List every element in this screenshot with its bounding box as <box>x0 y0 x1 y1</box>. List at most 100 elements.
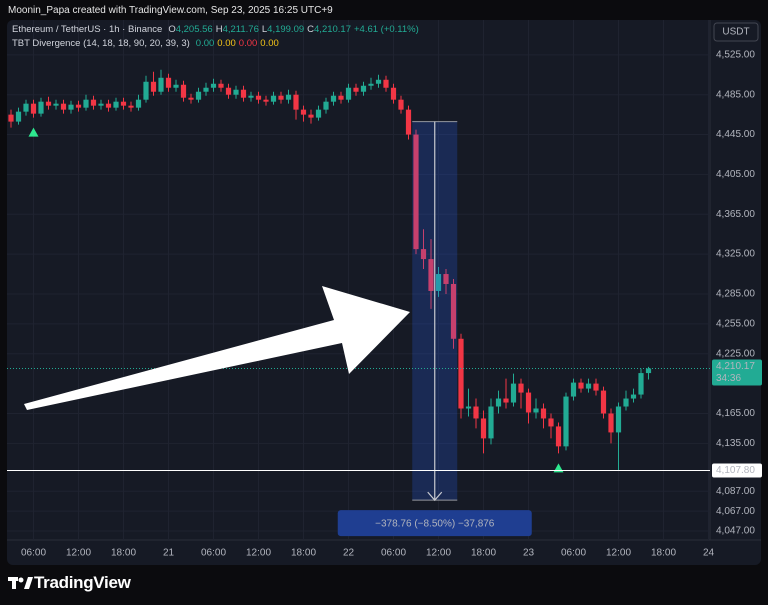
candle-body <box>548 418 554 427</box>
legend-value: 4,210.17 <box>314 24 351 35</box>
candle-body <box>563 396 569 447</box>
x-tick-label: 12:00 <box>66 548 91 559</box>
candle-body <box>315 109 322 118</box>
indicator-value: 0.00 <box>217 38 236 49</box>
legend-indicator: TBT Divergence (14, 18, 18, 90, 20, 39, … <box>12 38 282 49</box>
candle-body <box>570 382 577 397</box>
candle-body <box>480 418 487 439</box>
y-tick-label: 4,135.00 <box>716 438 755 449</box>
y-tick-label: 4,365.00 <box>716 209 755 220</box>
annotation-arrow <box>24 286 410 410</box>
candle-body <box>525 392 532 413</box>
candle-body <box>105 103 112 108</box>
candle-body <box>420 249 427 260</box>
candle-body <box>585 383 592 389</box>
candle-body <box>368 83 374 86</box>
measure-label: −378.76 (−8.50%) −37,876 <box>375 518 495 529</box>
candle-body <box>503 398 509 403</box>
candle-body <box>390 87 397 100</box>
candle-body <box>630 394 637 399</box>
candle-body <box>225 87 232 95</box>
candle-body <box>465 406 472 409</box>
candle-body <box>300 109 307 115</box>
y-tick-label: 4,067.00 <box>716 506 755 517</box>
candle-body <box>135 99 142 108</box>
signal-triangle <box>28 127 39 137</box>
candle-body <box>270 95 277 102</box>
low-line-label: 4,107.80 <box>716 465 755 476</box>
legend-key: H <box>215 24 223 35</box>
candle-body <box>413 134 419 250</box>
candle-body <box>458 338 464 409</box>
candle-body <box>495 398 502 407</box>
candle-body <box>338 95 344 100</box>
candle-body <box>158 77 164 92</box>
candle-body <box>233 89 239 95</box>
legend-change: +4.61 (+0.11%) <box>354 24 419 35</box>
candle-body <box>68 104 74 110</box>
legend-value: 4,211.76 <box>222 24 259 35</box>
indicator-value: 0.00 <box>260 38 279 49</box>
candle-body <box>428 259 434 291</box>
candle-body <box>240 89 247 98</box>
candle-body <box>75 104 82 108</box>
candle-body <box>615 406 622 433</box>
candle-body <box>53 103 59 106</box>
candle-body <box>113 101 119 108</box>
candle-body <box>518 383 524 393</box>
candle-body <box>308 114 314 118</box>
x-tick-label: 24 <box>703 548 715 559</box>
candle-body <box>360 85 367 92</box>
low-line-label-box <box>712 463 762 478</box>
candle-body <box>398 99 404 110</box>
candle-body <box>278 95 284 100</box>
candle-body <box>330 95 337 102</box>
x-tick-label: 18:00 <box>651 548 676 559</box>
candle-body <box>143 81 149 100</box>
candle-body <box>203 87 209 92</box>
x-tick-label: 23 <box>523 548 535 559</box>
y-tick-label: 4,255.00 <box>716 318 755 329</box>
candle-body <box>510 383 517 403</box>
tv-logo-icon <box>8 577 33 589</box>
chart-panel <box>7 20 761 565</box>
x-tick-label: 21 <box>163 548 175 559</box>
candle-body <box>383 79 389 88</box>
y-tick-label: 4,405.00 <box>716 169 755 180</box>
candle-body <box>255 95 262 100</box>
candle-body <box>98 103 104 106</box>
candle-body <box>450 283 457 339</box>
candle-body <box>600 390 607 414</box>
measure-arrow-head <box>427 491 443 502</box>
x-tick-label: 18:00 <box>291 548 316 559</box>
candle-body <box>540 408 547 419</box>
y-tick-label: 4,225.00 <box>716 348 755 359</box>
last-price-label: 4,210.17 <box>716 361 755 372</box>
legend-key: O <box>168 24 176 35</box>
candle-body <box>173 84 179 88</box>
candle-body <box>188 97 194 100</box>
legend-key: C <box>307 24 315 35</box>
candle-body <box>645 368 652 374</box>
candle-body <box>45 101 52 106</box>
candle-body <box>443 274 449 284</box>
candle-body <box>435 274 442 291</box>
x-tick-label: 12:00 <box>606 548 631 559</box>
candle-body <box>90 99 97 106</box>
legend-symbol-name: Ethereum / TetherUS · 1h · Binance <box>12 24 163 35</box>
candle-body <box>608 413 614 433</box>
candle-body <box>128 105 134 108</box>
y-tick-label: 4,165.00 <box>716 408 755 419</box>
currency-box <box>713 22 759 42</box>
candle-body <box>248 95 254 98</box>
candle-body <box>23 103 29 112</box>
x-tick-label: 22 <box>343 548 355 559</box>
currency-label: USDT <box>722 27 749 38</box>
y-tick-label: 4,285.00 <box>716 289 755 300</box>
candle-body <box>195 91 202 100</box>
x-tick-label: 06:00 <box>561 548 586 559</box>
candle-body <box>323 101 329 110</box>
legend-value: 4,205.56 <box>175 24 213 35</box>
candle-body <box>488 406 494 439</box>
